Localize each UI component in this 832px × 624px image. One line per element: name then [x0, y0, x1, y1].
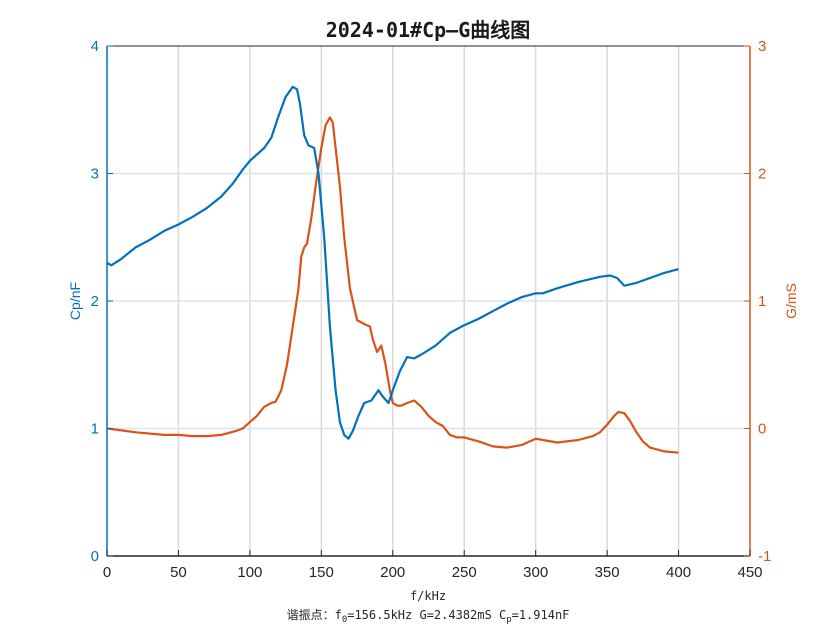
- annotation-f-text: =156.5kHz G=2.4382mS C: [347, 608, 506, 622]
- x-tick-label: 250: [452, 564, 477, 581]
- y-left-tick-label: 0: [91, 548, 99, 565]
- y-right-tick-label: 2: [758, 166, 766, 183]
- y-right-tick-label: -1: [758, 548, 771, 565]
- x-tick-label: 450: [737, 564, 762, 581]
- grid-lines: [107, 46, 750, 556]
- tick-marks-and-labels: 0 50 100 150 200 250 300 350 400 450 0 1 2 3 4 -1 0 1 2 3: [91, 38, 772, 581]
- y-left-tick-label: 4: [91, 38, 99, 55]
- y-right-tick-label: 3: [758, 38, 766, 55]
- y-left-tick-label: 2: [91, 293, 99, 310]
- resonance-annotation: 谐振点：f0=156.5kHz G=2.4382mS Cp=1.914nF: [287, 608, 570, 624]
- x-tick-label: 200: [380, 564, 405, 581]
- y-left-tick-label: 3: [91, 166, 99, 183]
- y-right-tick-label: 1: [758, 293, 766, 310]
- chart-title: 2024-01#Cp—G曲线图: [326, 18, 531, 42]
- y-axis-left-label: Cp/nF: [67, 282, 83, 320]
- series-cp-line: [106, 85, 679, 440]
- y-axis-right-label: G/mS: [783, 283, 799, 319]
- annotation-c-subscript: p: [506, 615, 511, 624]
- annotation-c-text: =1.914nF: [512, 608, 570, 622]
- x-tick-label: 350: [595, 564, 620, 581]
- y-right-tick-label: 0: [758, 421, 766, 438]
- x-tick-label: 150: [309, 564, 334, 581]
- x-tick-label: 400: [666, 564, 691, 581]
- y-left-tick-label: 1: [91, 421, 99, 438]
- x-tick-label: 300: [523, 564, 548, 581]
- annotation-f-subscript: 0: [342, 615, 347, 624]
- x-tick-label: 50: [170, 564, 187, 581]
- x-tick-label: 0: [103, 564, 111, 581]
- x-axis-label: f/kHz: [410, 589, 446, 603]
- x-tick-label: 100: [237, 564, 262, 581]
- annotation-prefix: 谐振点：f: [287, 608, 342, 622]
- series-g-line: [106, 116, 679, 454]
